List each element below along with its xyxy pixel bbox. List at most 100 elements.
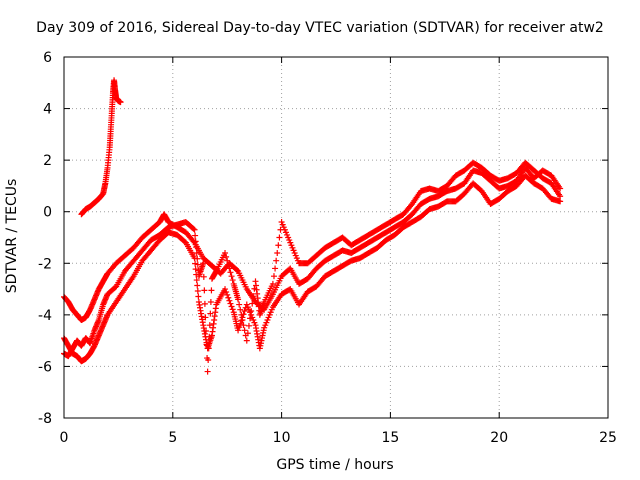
data-point bbox=[193, 244, 200, 251]
data-point bbox=[205, 356, 212, 363]
data-point bbox=[229, 306, 236, 313]
grid-lines bbox=[64, 57, 608, 418]
data-point bbox=[235, 296, 242, 303]
y-axis-label: SDTVAR / TECUs bbox=[4, 178, 20, 294]
data-point bbox=[201, 287, 208, 294]
data-point bbox=[275, 242, 282, 249]
data-point bbox=[193, 249, 200, 256]
data-point bbox=[228, 273, 235, 280]
data-point bbox=[193, 277, 200, 284]
y-tick-label: 4 bbox=[43, 102, 52, 118]
data-point bbox=[222, 286, 229, 293]
data-point bbox=[223, 253, 230, 260]
y-tick-label: -6 bbox=[38, 359, 52, 375]
data-point bbox=[273, 257, 280, 264]
data-point bbox=[205, 345, 212, 352]
data-point bbox=[225, 294, 232, 301]
data-point bbox=[192, 238, 199, 245]
data-point bbox=[224, 257, 231, 264]
data-point bbox=[225, 261, 232, 268]
axis-ticks: 0 5 10 15 20 25 -8 -6 -4 -2 0 2 4 6 bbox=[38, 50, 617, 446]
data-point bbox=[228, 303, 235, 310]
data-point bbox=[236, 324, 243, 331]
data-point bbox=[243, 337, 250, 344]
data-point bbox=[204, 368, 211, 375]
data-point bbox=[200, 260, 207, 267]
data-point bbox=[249, 300, 256, 307]
series-main-band-a bbox=[61, 164, 564, 324]
y-tick-label: 0 bbox=[43, 205, 52, 221]
data-point bbox=[202, 314, 209, 321]
data-point bbox=[207, 298, 214, 305]
data-point bbox=[250, 293, 257, 300]
data-point bbox=[235, 327, 242, 334]
data-point bbox=[194, 282, 201, 289]
y-tick-label: -4 bbox=[38, 308, 52, 324]
data-point bbox=[206, 333, 213, 340]
data-point bbox=[201, 300, 208, 307]
data-point bbox=[206, 322, 213, 329]
data-point bbox=[274, 249, 281, 256]
data-point bbox=[190, 225, 197, 232]
series-arc-early bbox=[78, 77, 124, 218]
data-point bbox=[247, 315, 254, 322]
data-point bbox=[238, 311, 245, 318]
data-point bbox=[192, 260, 199, 267]
data-point bbox=[192, 266, 199, 273]
y-tick-label: -2 bbox=[38, 256, 52, 272]
data-point bbox=[226, 265, 233, 272]
data-point bbox=[557, 193, 564, 200]
data-point bbox=[557, 198, 564, 205]
y-tick-label: -8 bbox=[38, 411, 52, 427]
data-point bbox=[226, 297, 233, 304]
x-tick-label: 25 bbox=[599, 430, 617, 446]
data-point bbox=[117, 99, 124, 106]
data-point bbox=[194, 288, 201, 295]
data-point bbox=[227, 269, 234, 276]
data-point bbox=[224, 291, 231, 298]
x-tick-label: 0 bbox=[60, 430, 69, 446]
data-point bbox=[194, 255, 201, 262]
data-point bbox=[276, 234, 283, 241]
data-point bbox=[245, 322, 252, 329]
x-tick-label: 20 bbox=[490, 430, 508, 446]
data-point bbox=[233, 267, 240, 274]
data-point bbox=[208, 287, 215, 294]
y-tick-label: 6 bbox=[43, 50, 52, 66]
data-point bbox=[269, 280, 276, 287]
data-point bbox=[270, 273, 277, 280]
data-point bbox=[237, 306, 244, 313]
x-tick-label: 15 bbox=[381, 430, 399, 446]
data-point bbox=[241, 327, 248, 334]
data-point bbox=[229, 277, 236, 284]
data-point bbox=[237, 320, 244, 327]
data-point bbox=[203, 341, 210, 348]
data-point bbox=[240, 322, 247, 329]
chart-title: Day 309 of 2016, Sidereal Day-to-day VTE… bbox=[36, 20, 604, 36]
data-point bbox=[241, 307, 248, 314]
x-tick-label: 5 bbox=[168, 430, 177, 446]
plot-frame bbox=[63, 56, 609, 419]
y-tick-label: 2 bbox=[43, 153, 52, 169]
data-point bbox=[557, 185, 564, 192]
data-point bbox=[202, 327, 209, 334]
data-point bbox=[238, 317, 245, 324]
data-point bbox=[272, 265, 279, 272]
x-tick-label: 10 bbox=[273, 430, 291, 446]
data-point bbox=[239, 317, 246, 324]
data-points bbox=[61, 77, 564, 375]
data-point bbox=[248, 307, 255, 314]
data-point bbox=[192, 232, 199, 239]
data-point bbox=[191, 226, 198, 233]
data-point bbox=[200, 273, 207, 280]
series-main-band-b bbox=[61, 172, 564, 365]
data-point bbox=[227, 300, 234, 307]
data-point bbox=[207, 310, 214, 317]
data-point bbox=[191, 255, 198, 262]
data-point bbox=[222, 249, 229, 256]
data-point bbox=[244, 330, 251, 337]
data-point bbox=[195, 293, 202, 300]
data-point bbox=[236, 301, 243, 308]
data-point bbox=[223, 288, 230, 295]
